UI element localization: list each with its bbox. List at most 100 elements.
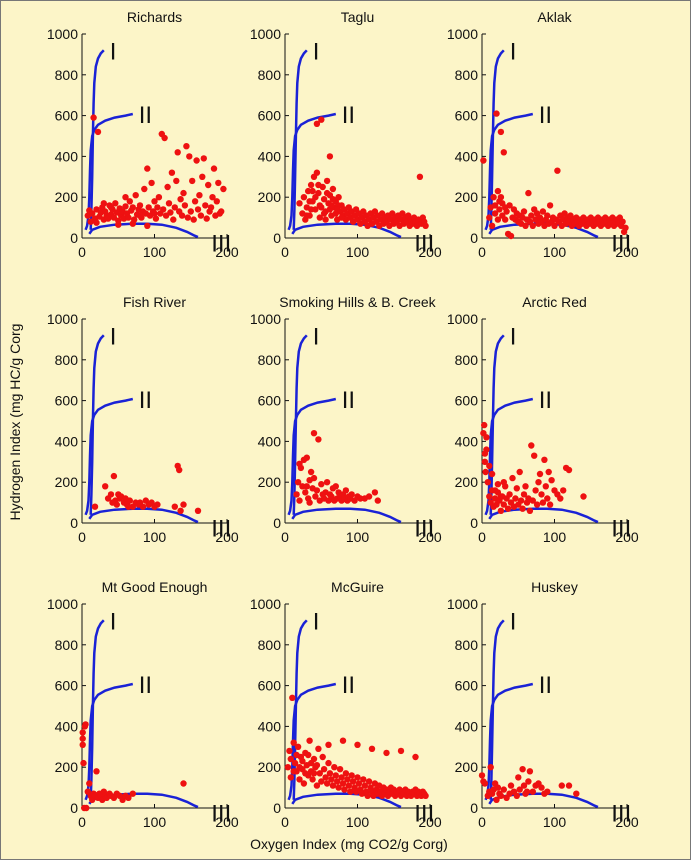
- y-tick-label: 400: [55, 718, 79, 734]
- kerogen-type-label: II: [342, 672, 355, 699]
- data-point: [305, 751, 312, 759]
- y-tick-label: 600: [55, 108, 79, 124]
- data-point: [154, 501, 161, 508]
- data-point: [207, 204, 215, 211]
- data-point: [522, 483, 529, 490]
- data-point: [486, 214, 493, 221]
- kerogen-type-label: I: [110, 38, 117, 65]
- y-tick-label: 400: [55, 433, 79, 449]
- kerogen-type-label: I: [510, 323, 517, 350]
- data-point: [536, 470, 544, 478]
- data-point: [316, 770, 323, 777]
- x-tick-label: 100: [346, 814, 370, 830]
- data-point: [202, 202, 209, 209]
- data-point: [312, 493, 319, 500]
- data-point: [303, 212, 310, 219]
- data-point: [309, 187, 316, 195]
- data-point: [483, 446, 490, 453]
- data-point: [544, 788, 551, 795]
- data-point: [494, 481, 502, 488]
- y-tick-label: 600: [455, 108, 479, 124]
- data-point: [347, 788, 354, 795]
- data-point: [538, 784, 545, 791]
- data-point: [194, 206, 202, 213]
- data-point: [177, 507, 184, 514]
- kerogen-type-label: II: [139, 102, 152, 129]
- data-point: [329, 185, 337, 193]
- panel-5: Smoking Hills & B. Creek 0 200 400 600 800 100…: [250, 294, 442, 545]
- data-point: [307, 181, 315, 189]
- data-point: [383, 749, 390, 757]
- kerogen-type-label: III: [211, 800, 231, 827]
- data-point: [412, 753, 419, 761]
- data-point: [90, 114, 97, 121]
- data-point: [210, 165, 218, 172]
- data-point: [500, 786, 507, 793]
- x-tick-label: 200: [215, 814, 239, 830]
- data-point: [368, 745, 376, 752]
- data-point: [148, 179, 155, 187]
- x-tick-label: 0: [78, 529, 86, 545]
- kerogen-type-2-curve: [484, 682, 534, 801]
- data-point: [482, 468, 489, 476]
- y-tick-label: 400: [55, 148, 79, 164]
- data-point: [316, 214, 323, 221]
- data-point: [365, 493, 373, 500]
- data-point: [334, 778, 341, 785]
- data-point: [307, 468, 315, 476]
- data-point: [181, 202, 189, 209]
- data-point: [544, 495, 551, 502]
- data-point: [329, 196, 337, 203]
- y-tick-label: 0: [273, 515, 281, 531]
- data-point: [180, 780, 187, 787]
- data-point: [209, 194, 216, 201]
- data-point: [488, 222, 496, 229]
- y-tick-label: 800: [55, 637, 79, 653]
- data-point: [174, 149, 181, 156]
- y-tick-label: 400: [455, 433, 479, 449]
- data-point: [79, 735, 86, 742]
- data-point: [371, 489, 379, 496]
- data-point: [203, 215, 210, 222]
- y-tick-label: 600: [258, 393, 282, 409]
- kerogen-type-2-curve: [287, 682, 337, 801]
- panel-title: Mt Good Enough: [102, 579, 208, 595]
- kerogen-type-label: II: [539, 672, 552, 699]
- data-point: [551, 222, 558, 229]
- data-point: [296, 764, 303, 771]
- data-point: [171, 503, 178, 510]
- y-tick-label: 1000: [47, 311, 78, 327]
- data-point: [519, 505, 526, 512]
- data-point: [168, 169, 176, 176]
- y-tick-label: 200: [55, 474, 79, 490]
- data-point: [355, 780, 363, 787]
- y-tick-label: 0: [70, 515, 78, 531]
- data-point: [507, 232, 515, 240]
- kerogen-type-label: I: [510, 38, 517, 65]
- data-point: [83, 804, 90, 812]
- data-point: [528, 212, 535, 219]
- data-point: [145, 204, 152, 211]
- y-tick-label: 1000: [447, 311, 478, 327]
- panel-title: Fish River: [123, 294, 186, 310]
- data-point: [497, 128, 505, 136]
- data-point: [525, 778, 532, 785]
- data-point: [345, 782, 352, 789]
- y-tick-label: 0: [70, 230, 78, 246]
- x-tick-label: 0: [281, 244, 289, 260]
- data-point: [496, 206, 503, 213]
- x-tick-label: 200: [418, 529, 442, 545]
- x-tick-label: 0: [478, 529, 486, 545]
- data-point: [144, 165, 151, 172]
- y-tick-label: 800: [455, 352, 479, 368]
- data-point: [502, 216, 509, 223]
- kerogen-type-label: II: [342, 102, 355, 129]
- panel-title: Smoking Hills & B. Creek: [279, 294, 436, 310]
- data-point: [478, 772, 486, 779]
- data-point: [565, 466, 573, 474]
- data-point: [487, 764, 494, 771]
- data-point: [287, 774, 294, 781]
- data-point: [296, 460, 303, 467]
